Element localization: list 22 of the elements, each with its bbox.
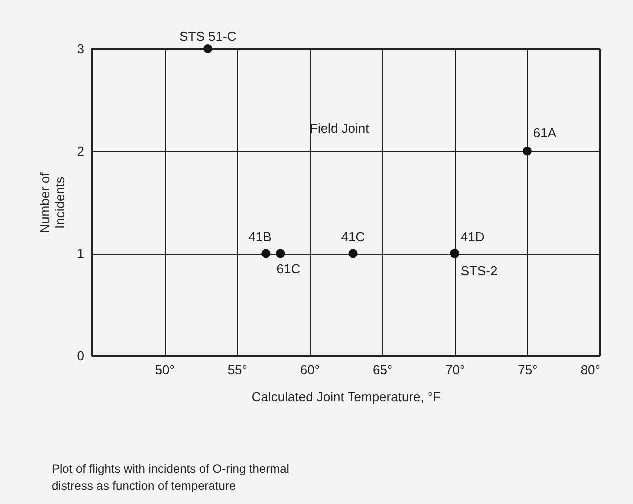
x-tick-label: 50° [155,362,175,378]
x-tick-label: 60° [300,362,320,378]
annotation: Field Joint [310,121,370,136]
annotation: 41B [248,230,272,245]
y-axis-title: Number of Incidents [37,172,68,234]
y-tick-label: 0 [77,348,84,364]
annotation: STS-2 [460,264,498,279]
annotation: 61C [276,262,301,277]
x-axis-title: Calculated Joint Temperature, °F [252,390,442,404]
annotation: 41C [341,230,366,245]
x-tick-label: 55° [228,362,248,378]
y-tick-label: 1 [77,246,84,262]
text: Plot of flights with incidents of O-ring thermal distress as function of temperature [52,462,290,493]
annotation: 41D [460,230,485,245]
x-tick-label: 65° [372,362,393,378]
annotation: STS 51-C [180,29,237,44]
x-tick-label: 80° [580,362,600,378]
x-tick-label: 70° [446,362,466,378]
y-tick-label: 3 [77,42,84,56]
annotation: 61A [533,125,557,140]
x-tick-label: 75° [518,362,538,378]
y-tick-label: 2 [77,144,84,159]
